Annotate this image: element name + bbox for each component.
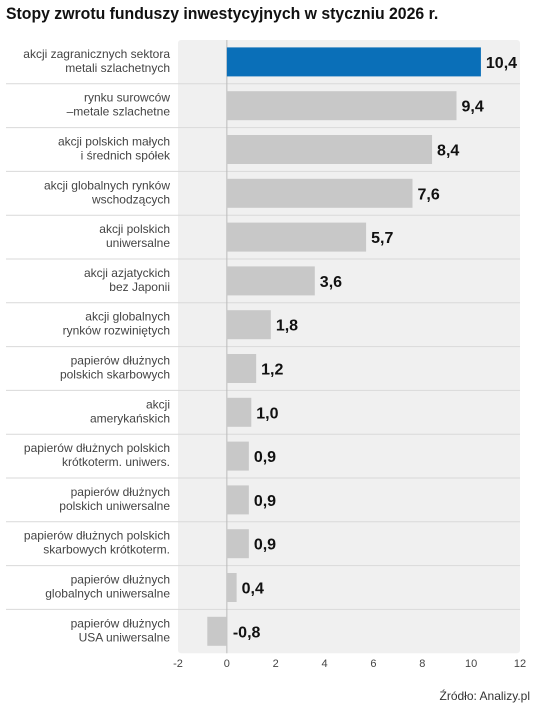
bars bbox=[207, 47, 481, 646]
bar bbox=[226, 354, 257, 383]
value-label: 9,4 bbox=[461, 99, 483, 116]
value-label: 10,4 bbox=[486, 55, 517, 72]
value-label: 0,4 bbox=[242, 581, 264, 598]
category-label: akcji azjatyckich bez Japonii bbox=[84, 266, 170, 294]
x-tick-label: 8 bbox=[419, 658, 425, 670]
value-label: 0,9 bbox=[254, 537, 276, 554]
category-label: papierów dłużnych USA uniwersalne bbox=[71, 616, 171, 644]
category-label: papierów dłużnych globalnych uniwersalne bbox=[45, 573, 170, 601]
category-label: akcji polskich uniwersalne bbox=[99, 222, 170, 250]
bar bbox=[226, 441, 249, 471]
bar bbox=[226, 222, 367, 252]
category-label: akcji amerykańskich bbox=[90, 397, 170, 425]
category-label: akcji globalnych rynków wschodzących bbox=[44, 178, 170, 206]
bar bbox=[226, 310, 271, 340]
value-label: 3,6 bbox=[320, 274, 342, 291]
category-labels: akcji zagranicznych sektora metali szlach… bbox=[23, 47, 171, 644]
value-label: 5,7 bbox=[371, 230, 393, 247]
value-label: 8,4 bbox=[437, 143, 459, 160]
x-tick-label: 6 bbox=[370, 658, 376, 670]
category-label: rynku surowców –metale szlachetne bbox=[67, 91, 171, 119]
category-label: akcji globalnych rynków rozwiniętych bbox=[63, 310, 170, 338]
bar bbox=[207, 616, 227, 646]
bar bbox=[226, 135, 433, 164]
x-axis-ticks: -2 0 2 4 6 8 10 12 bbox=[173, 658, 526, 670]
bar bbox=[226, 178, 413, 208]
value-label: 1,2 bbox=[261, 362, 283, 379]
bar bbox=[226, 573, 237, 602]
bar bbox=[226, 397, 252, 427]
bar bbox=[226, 485, 249, 515]
bar bbox=[226, 266, 315, 296]
chart-title: Stopy zwrotu funduszy inwestycyjnych w s… bbox=[6, 4, 439, 23]
value-label: 0,9 bbox=[254, 449, 276, 466]
bar bbox=[226, 47, 481, 77]
category-label: akcji polskich małych i średnich spółek bbox=[58, 135, 171, 163]
x-tick-label: 2 bbox=[273, 658, 279, 670]
x-tick-label: 0 bbox=[224, 658, 230, 670]
x-tick-label: -2 bbox=[173, 658, 183, 670]
category-label: papierów dłużnych polskich uniwersalne bbox=[59, 485, 170, 513]
bar bbox=[226, 529, 249, 559]
value-label: 1,8 bbox=[276, 318, 298, 335]
x-tick-label: 12 bbox=[514, 658, 526, 670]
category-label: papierów dłużnych polskich skarbowych bbox=[60, 354, 170, 382]
value-label: 0,9 bbox=[254, 493, 276, 510]
value-label: -0,8 bbox=[233, 624, 261, 641]
category-label: akcji zagranicznych sektora metali szlach… bbox=[23, 47, 170, 75]
category-label: papierów dłużnych polskich skarbowych kró… bbox=[24, 529, 170, 557]
plot-bands bbox=[6, 40, 520, 654]
x-tick-label: 4 bbox=[322, 658, 328, 670]
value-label: 1,0 bbox=[256, 405, 278, 422]
category-label: papierów dłużnych polskich krótkoterm. un… bbox=[24, 441, 170, 469]
bar bbox=[226, 91, 457, 121]
source-note: Źródło: Analizy.pl bbox=[439, 689, 531, 703]
value-labels: 10,4 9,4 8,4 7,6 5,7 3,6 1,8 1,2 1,0 0,9 0,9 0,9 0,4… bbox=[233, 55, 517, 641]
x-tick-label: 10 bbox=[465, 658, 477, 670]
value-label: 7,6 bbox=[418, 186, 440, 203]
